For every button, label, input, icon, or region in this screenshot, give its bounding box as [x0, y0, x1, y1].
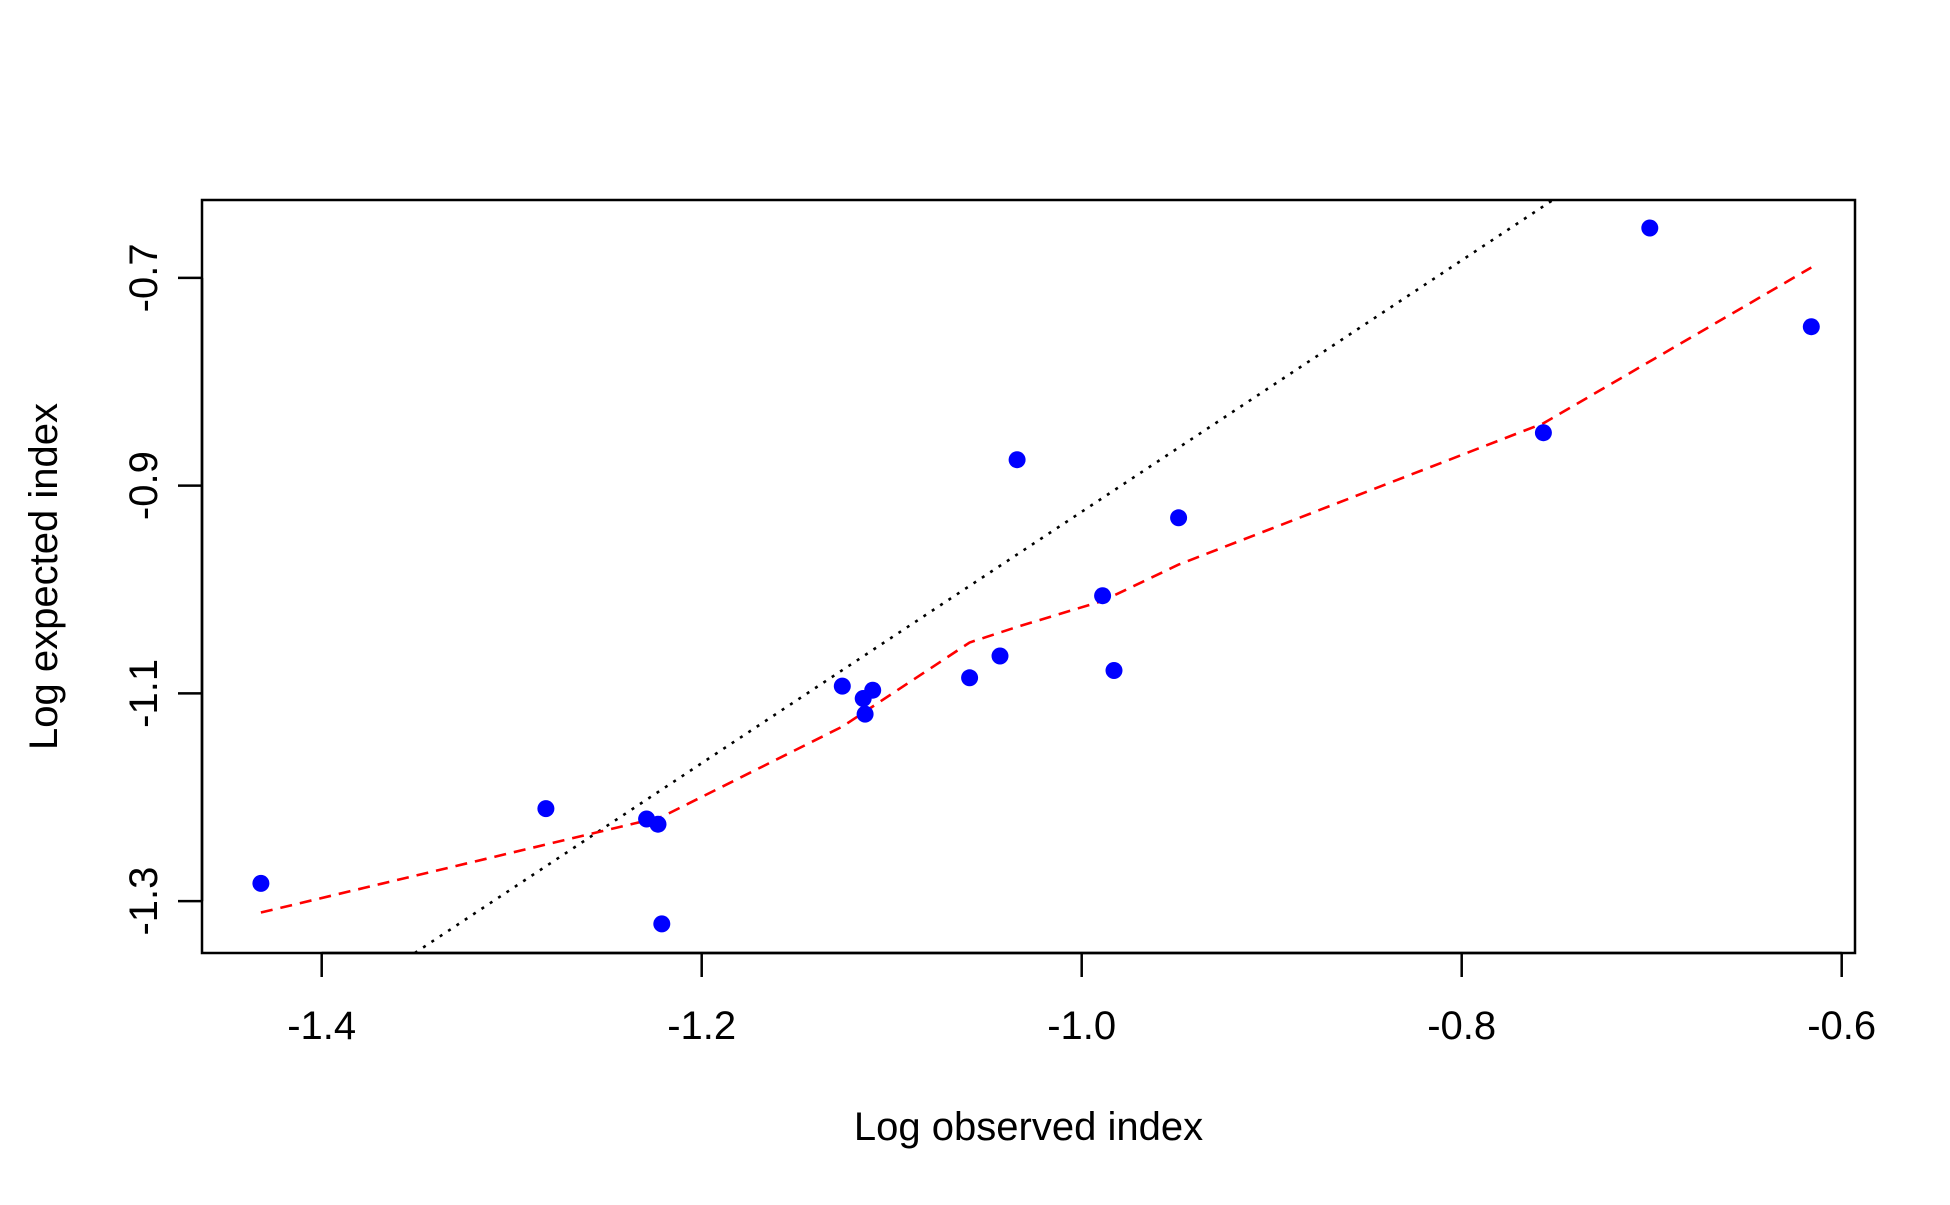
x-tick-label: -1.2 [667, 1004, 736, 1048]
data-point [649, 815, 667, 833]
data-point [1641, 219, 1659, 237]
x-axis: -1.4 -1.2 -1.0 -0.8 -0.6 [287, 951, 1876, 1048]
series-lines [260, 200, 1812, 953]
plot-frame [200, 198, 1857, 955]
x-tick-label: -1.0 [1047, 1004, 1116, 1048]
x-tick-label: -0.6 [1807, 1004, 1876, 1048]
data-point [1534, 424, 1552, 442]
data-point [1008, 451, 1026, 469]
y-tick-label: -1.3 [122, 867, 166, 936]
data-point [537, 800, 555, 818]
data-point [252, 874, 270, 892]
y-tick-label: -0.9 [122, 451, 166, 520]
y-tick-label: -1.1 [122, 659, 166, 728]
data-point [961, 669, 979, 687]
y-axis-title: Log expected index [22, 403, 66, 750]
x-axis-title: Log observed index [854, 1105, 1203, 1149]
data-point [1170, 509, 1188, 527]
y-axis: -1.3 -1.1 -0.9 -0.7 [122, 243, 204, 936]
data-point [833, 677, 851, 695]
data-point [991, 647, 1009, 665]
x-tick-label: -1.4 [287, 1004, 356, 1048]
data-point [1105, 662, 1123, 679]
fit-line-dashed [260, 266, 1812, 914]
data-point [1094, 587, 1112, 605]
data-point [1802, 318, 1820, 336]
data-point [856, 705, 874, 723]
y-tick-label: -0.7 [122, 243, 166, 312]
reference-line-dotted [414, 200, 1554, 953]
data-points [252, 219, 1820, 933]
x-tick-label: -0.8 [1427, 1004, 1496, 1048]
data-point [864, 681, 882, 699]
data-point [653, 915, 671, 933]
